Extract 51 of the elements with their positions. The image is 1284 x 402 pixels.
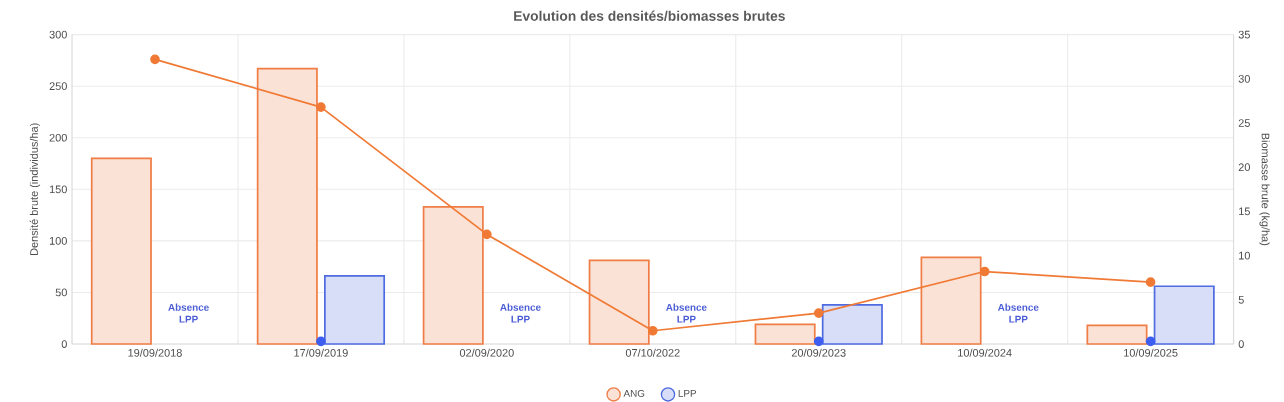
point — [316, 102, 326, 112]
x-tick-label: 02/09/2020 — [459, 348, 514, 357]
y-tick-label: 250 — [49, 82, 67, 90]
y-tick-label: 50 — [55, 288, 67, 297]
bar — [1086, 324, 1148, 345]
bar — [256, 67, 318, 345]
point — [647, 325, 658, 336]
point — [1145, 277, 1156, 287]
point — [979, 266, 990, 277]
bar — [324, 274, 386, 345]
bar — [588, 259, 650, 345]
x-tick-label: 07/10/2022 — [625, 348, 680, 357]
chart-title: Evolution des densités/biomasses brutes — [514, 10, 785, 21]
annotation: Absence LPP — [666, 303, 707, 323]
bar — [821, 303, 883, 345]
legend-label: ANG — [623, 389, 645, 397]
y-tick-label: 300 — [49, 30, 67, 39]
x-tick-label: 20/09/2023 — [791, 348, 846, 357]
y2-tick-label: 5 — [1238, 295, 1244, 304]
x-tick-label: 10/09/2025 — [1124, 348, 1178, 357]
y-tick-label: 150 — [49, 185, 67, 194]
point — [150, 54, 160, 64]
y2-tick-label: 10 — [1239, 251, 1250, 260]
legend-label: LPP — [678, 389, 697, 397]
y-tick-label: 0 — [61, 339, 67, 348]
bar — [422, 205, 484, 345]
point — [813, 336, 824, 347]
y2-tick-label: 0 — [1238, 339, 1244, 348]
x-tick-label: 10/09/2024 — [958, 348, 1012, 357]
point — [482, 229, 492, 240]
bar — [1153, 285, 1215, 345]
y2-axis-title: Biomasse brute (kg/ha) — [1259, 133, 1270, 245]
point — [316, 336, 326, 347]
bar — [920, 256, 982, 345]
point — [1145, 336, 1156, 347]
annotation: Absence LPP — [997, 303, 1039, 323]
point — [813, 308, 824, 318]
annotation: Absence LPP — [500, 303, 541, 323]
y-tick-label: 200 — [49, 133, 67, 142]
y2-tick-label: 25 — [1238, 118, 1250, 127]
x-tick-label: 17/09/2019 — [294, 348, 348, 357]
y2-tick-label: 15 — [1239, 207, 1250, 216]
x-tick-label: 19/09/2018 — [128, 348, 182, 357]
y2-tick-label: 20 — [1238, 163, 1250, 171]
annotation: Absence LPP — [168, 303, 209, 323]
y-tick-label: 100 — [49, 236, 67, 245]
y-axis-title: Densité brute (individus/ha) — [29, 123, 41, 255]
y2-tick-label: 30 — [1238, 74, 1250, 83]
y2-tick-label: 35 — [1238, 30, 1250, 39]
bar — [754, 323, 816, 345]
bar — [90, 157, 152, 345]
